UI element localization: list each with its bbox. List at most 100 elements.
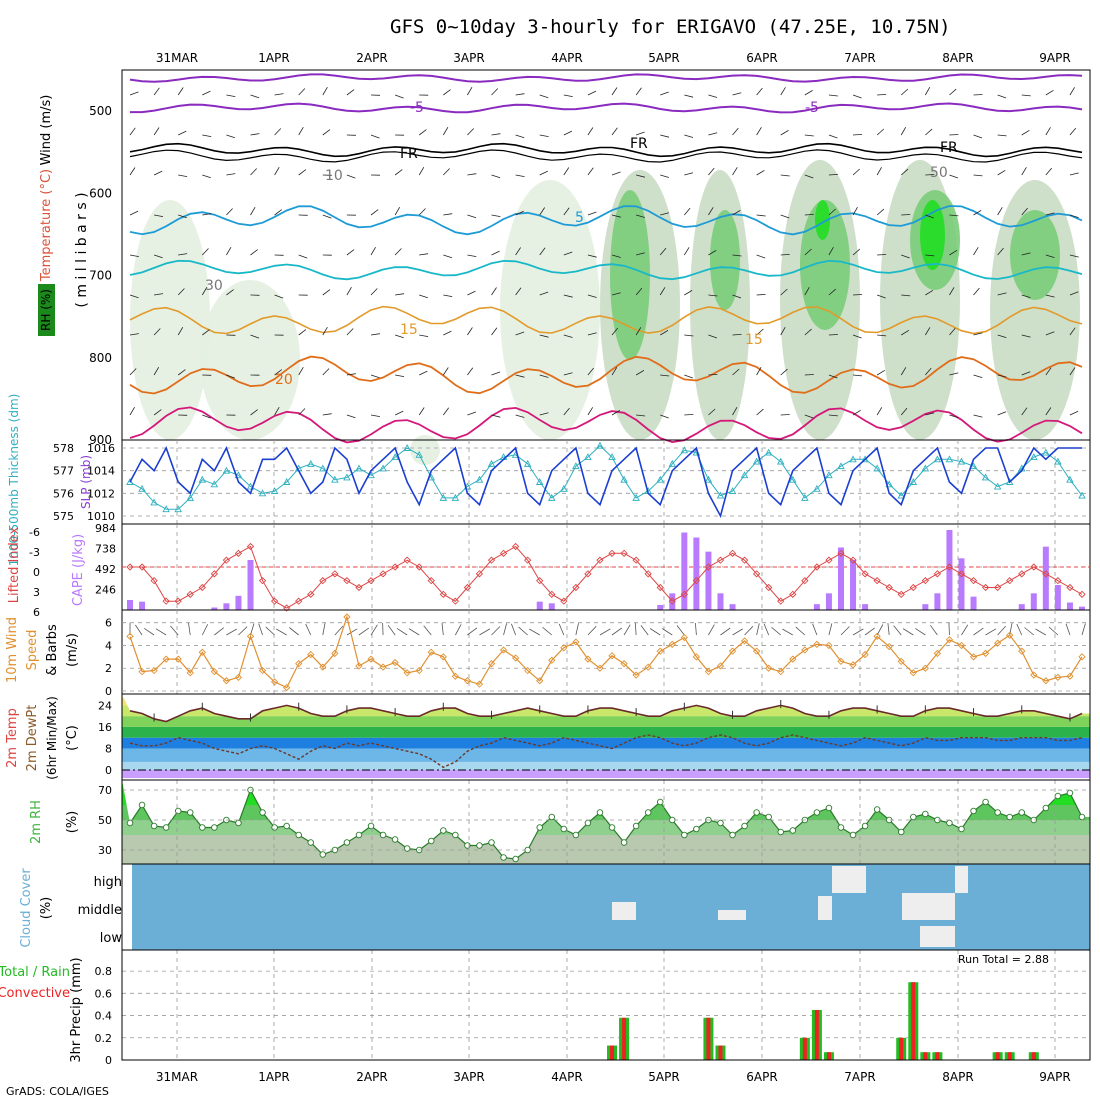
wind-speed-marker — [668, 640, 676, 648]
thickness-marker — [379, 464, 387, 472]
li-marker — [499, 549, 508, 557]
wind-speed-marker — [740, 637, 749, 645]
thickness-marker — [355, 464, 363, 472]
temp-tick: 0 — [105, 764, 112, 777]
wind-barb — [732, 254, 742, 257]
wind-barb — [442, 367, 449, 376]
li-marker — [234, 549, 243, 557]
wind-barb — [322, 289, 331, 296]
wind-barb-10m — [1016, 623, 1023, 636]
precip-legend-total: Total / Rain — [0, 965, 70, 980]
dewpoint-line — [129, 734, 1083, 769]
li-marker — [608, 549, 616, 557]
wind-speed-marker — [210, 668, 218, 676]
thickness-marker — [764, 448, 773, 456]
wind-barb — [828, 414, 838, 417]
cloud-level-label: low — [100, 931, 123, 946]
wind-barb — [491, 250, 500, 256]
wind-barb — [467, 214, 477, 219]
li-tick: -3 — [29, 546, 40, 559]
rh-marker — [235, 819, 242, 827]
rh-marker — [897, 828, 905, 836]
wind-barb — [1045, 127, 1051, 136]
wind-barb — [177, 326, 184, 336]
cape-tick: 738 — [95, 543, 116, 556]
li-tick: 0 — [33, 566, 40, 579]
rh-marker — [259, 809, 266, 816]
thickness-marker — [897, 491, 905, 499]
wind-barb-10m — [587, 626, 597, 636]
wind-speed-marker — [1030, 671, 1038, 679]
wind-barb-10m — [276, 628, 287, 636]
wind-barb — [997, 374, 1007, 378]
li-marker — [620, 549, 628, 557]
li-marker — [1030, 563, 1038, 571]
wind-barb — [684, 94, 694, 98]
thickness-marker — [174, 505, 182, 513]
thickness-marker — [584, 453, 592, 461]
wind-barb — [587, 332, 597, 336]
thickness-marker — [270, 487, 279, 495]
wind-barb — [177, 288, 185, 296]
pressure-tick: 600 — [89, 186, 112, 200]
rh-marker — [837, 824, 845, 831]
li-marker — [536, 577, 544, 585]
cape-bar — [127, 600, 133, 610]
wind-barb — [973, 332, 983, 336]
pressure-tick: 500 — [89, 104, 112, 118]
wind-barb — [732, 294, 742, 299]
wind-barb — [949, 88, 957, 96]
wind-speed-marker — [391, 658, 399, 667]
rh-legend-swatch — [38, 284, 55, 336]
wind-barb — [780, 288, 788, 296]
rh-shading — [800, 200, 850, 330]
temp-axis-label-1: 2m Temp — [5, 708, 20, 768]
wind-barb — [852, 409, 861, 416]
rh-marker — [1066, 789, 1074, 797]
wind-barb — [443, 294, 453, 297]
wind-barb — [732, 407, 738, 416]
wind-barb-10m — [915, 628, 926, 636]
wind-axis-label-4: (m/s) — [65, 633, 80, 667]
wind-barb — [250, 94, 260, 99]
wind-speed-marker — [692, 653, 701, 661]
slp-frame — [121, 439, 1091, 525]
wind-tick: 4 — [105, 639, 112, 652]
li-tick: 6 — [33, 606, 40, 619]
wind-barb — [997, 247, 1004, 256]
cape-bar — [922, 604, 929, 610]
wind-barb — [683, 247, 690, 256]
wind-barb — [1045, 212, 1055, 216]
wind-barb-10m — [467, 627, 478, 636]
thickness-marker — [138, 484, 146, 492]
wind-barb — [1069, 410, 1079, 416]
thickness-marker — [993, 482, 1002, 490]
wind-speed-marker — [150, 666, 158, 675]
li-marker — [644, 570, 652, 578]
wind-barb — [274, 128, 282, 136]
wind-barb — [395, 374, 405, 377]
wind-barb — [949, 214, 959, 217]
wind-barb — [298, 329, 307, 336]
wind-speed-marker — [548, 656, 556, 664]
wind-barb — [563, 334, 573, 338]
thickness-marker — [849, 455, 857, 463]
cape-bar — [837, 547, 844, 610]
li-marker — [752, 570, 761, 578]
wind-barb-10m — [708, 624, 715, 636]
wind-barb — [587, 167, 594, 176]
top-date-labels: 31MAR 1APR 2APR 3APR 4APR 5APR 6APR 7APR 8APR 9AP… — [156, 51, 1071, 65]
wind-barb — [178, 174, 188, 177]
wind-barb — [973, 374, 983, 378]
wind-speed-marker — [981, 649, 990, 658]
li-marker — [511, 542, 520, 551]
thickness-marker — [307, 459, 315, 467]
contour-20 — [129, 355, 1083, 395]
li-axis-label: Lifted Index — [7, 526, 22, 603]
wind-speed-marker — [716, 662, 725, 670]
wind-barb — [587, 90, 597, 96]
wind-barb — [901, 214, 911, 216]
rh-marker — [560, 825, 568, 833]
wind-barb — [780, 87, 786, 96]
wind-barb — [611, 87, 618, 96]
